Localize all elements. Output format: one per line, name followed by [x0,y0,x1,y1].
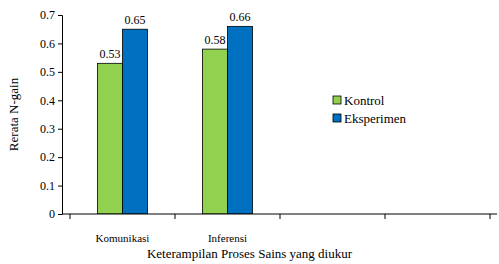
x-axis: Komunikasi Inferensi [62,214,497,244]
y-tick-label: 0.7 [40,8,55,22]
data-label: 0.65 [125,13,146,27]
legend-swatch [333,96,341,104]
data-labels: 0.53 0.58 0.65 0.66 [100,10,251,61]
y-axis-title: Rerata N-gain [6,77,21,151]
x-tick: Inferensi [208,214,247,244]
y-tick: 0.2 [40,150,62,164]
category-separator [490,214,491,219]
legend-swatch [333,114,341,122]
y-tick-mark [58,129,62,130]
y-tick: 0.5 [40,65,62,79]
y-tick-mark [58,214,62,215]
x-tick: Komunikasi [96,214,150,244]
y-tick: 0.3 [40,122,62,136]
category-separator [385,214,386,219]
y-tick: 0.1 [40,179,62,193]
category-separator [280,214,281,219]
y-tick-mark [58,72,62,73]
y-axis: 0 0.1 0.2 0.3 0.4 0.5 0.6 0.7 [40,8,63,221]
bars [98,26,253,214]
data-label: 0.53 [100,47,121,61]
y-tick-label: 0.5 [40,65,55,79]
bar [98,63,123,214]
y-tick-mark [58,157,62,158]
bar [203,49,228,214]
y-tick: 0.4 [40,94,62,108]
category-separator [70,214,71,219]
bar [228,26,253,214]
y-tick-mark [58,186,62,187]
y-tick-label: 0.3 [40,122,55,136]
category-separator [175,214,176,219]
y-tick-label: 0.1 [40,179,55,193]
x-axis-title: Keterampilan Proses Sains yang diukur [147,246,353,261]
y-tick-label: 0.4 [40,94,55,108]
y-tick-label: 0 [49,207,55,221]
y-tick-mark [58,43,62,44]
legend: Kontrol Eksperimen [333,93,407,126]
y-tick-label: 0.6 [40,37,55,51]
bar [123,29,148,214]
data-label: 0.58 [205,33,226,47]
y-tick: 0.6 [40,37,62,51]
y-tick-label: 0.2 [40,150,55,164]
x-tick-label: Komunikasi [96,232,150,244]
y-tick-mark [58,15,62,16]
y-tick-mark [58,100,62,101]
y-tick: 0 [49,207,62,221]
legend-label: Kontrol [344,93,385,108]
data-label: 0.66 [230,10,251,24]
legend-item: Eksperimen [333,111,407,126]
x-tick-label: Inferensi [208,232,247,244]
legend-item: Kontrol [333,93,385,108]
chart: 0.53 0.58 0.65 0.66 0 0.1 0.2 0.3 0.4 0.5 0.6 0.7 Ko… [0,0,499,264]
y-axis-line [58,16,63,215]
legend-label: Eksperimen [344,111,407,126]
y-tick: 0.7 [40,8,62,22]
